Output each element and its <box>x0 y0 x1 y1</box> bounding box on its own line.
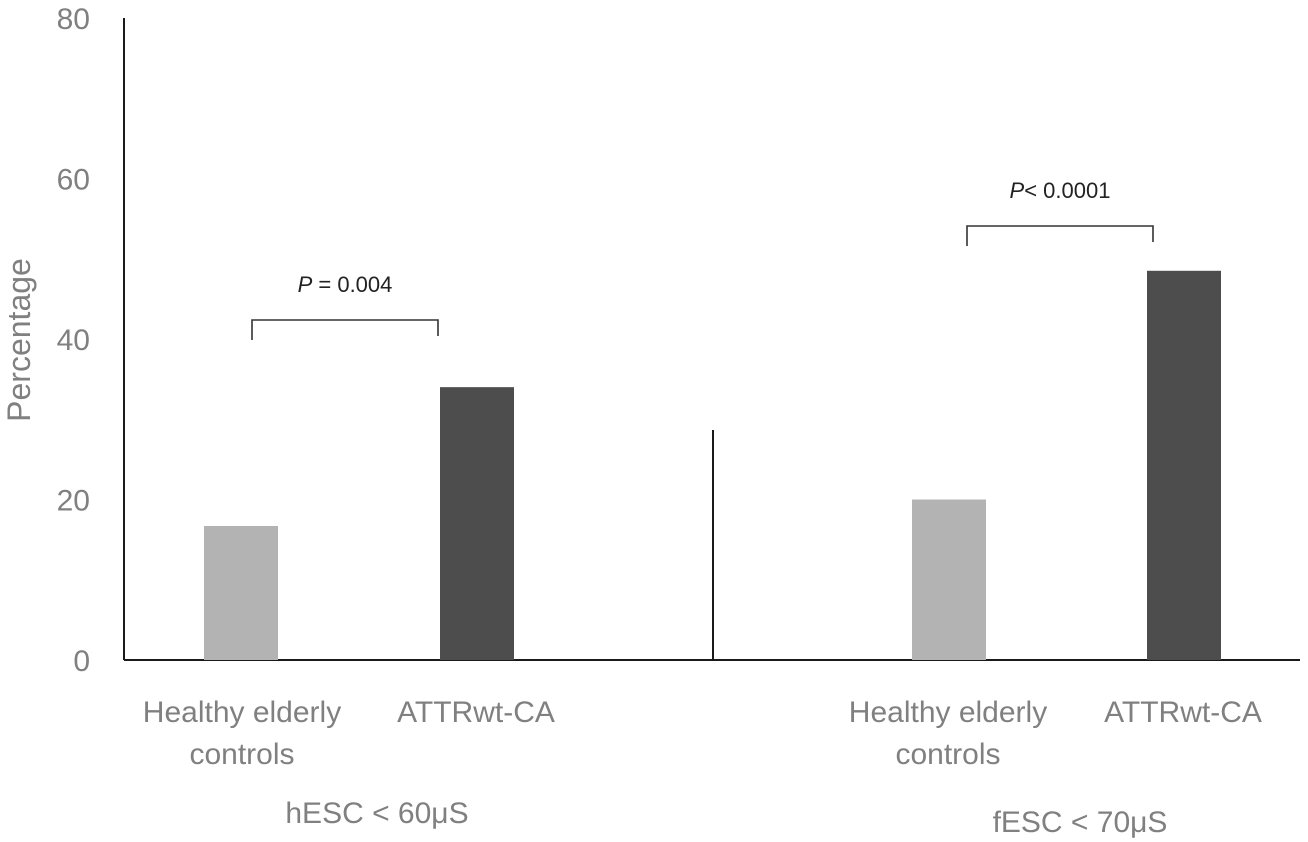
significance-bracket <box>251 319 439 340</box>
y-tick-label: 60 <box>57 164 90 197</box>
y-axis-label: Percentage <box>1 258 37 422</box>
y-axis-ticks: 0 20 40 60 80 <box>57 3 90 678</box>
p-value-annotation: P = 0.004 <box>298 272 393 297</box>
bar-attrwt-ca <box>1147 270 1221 660</box>
category-label: Healthy elderly controls <box>143 696 341 771</box>
category-labels: Healthy elderly controls ATTRwt-CA hESC < 6… <box>143 696 1262 839</box>
group-label: hESC < 60μS <box>285 797 468 830</box>
y-tick-label: 40 <box>57 324 90 357</box>
bar-attrwt-ca <box>440 387 514 660</box>
bar-healthy-controls <box>912 499 986 660</box>
category-label: ATTRwt-CA <box>397 696 555 729</box>
y-tick-label: 0 <box>73 645 90 678</box>
bar-healthy-controls <box>204 525 278 660</box>
significance-bracket <box>966 225 1154 246</box>
category-label: Healthy elderly controls <box>849 696 1047 771</box>
category-label: ATTRwt-CA <box>1104 696 1262 729</box>
y-tick-label: 80 <box>57 3 90 36</box>
significance-brackets: P = 0.004 P< 0.0001 <box>251 178 1154 340</box>
bars <box>204 270 1221 660</box>
y-tick-label: 20 <box>57 485 90 518</box>
group-label: fESC < 70μS <box>993 806 1168 839</box>
p-value-annotation: P< 0.0001 <box>1010 178 1111 203</box>
